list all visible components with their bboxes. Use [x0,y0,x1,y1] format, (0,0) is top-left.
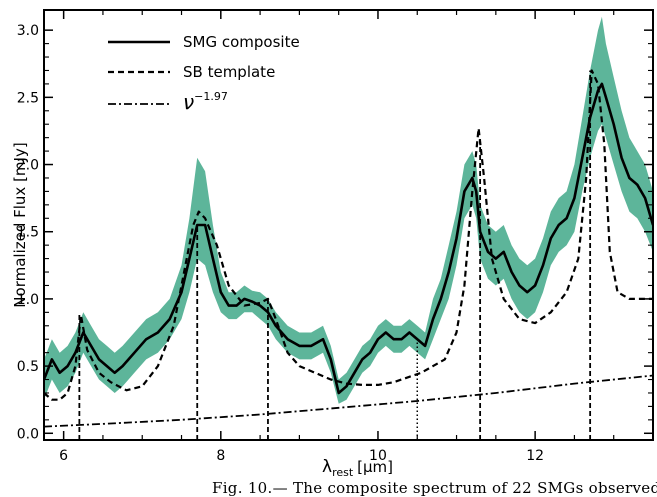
x-tick-label: 12 [526,448,544,464]
x-tick-label: 6 [59,448,68,464]
plot-frame [43,9,654,441]
y-tick-label: 0.5 [17,359,39,375]
composite-uncertainty-band [44,16,653,404]
legend-power-law-base: ν [183,90,194,114]
x-axis-title-main: λ [322,457,332,477]
y-tick-label: 2.5 [17,90,39,106]
figure-caption: Fig. 10.— The composite spectrum of 22 S… [212,479,657,497]
x-tick-label: 10 [369,448,387,464]
x-axis-title-unit: [μm] [357,458,393,476]
series-line-solid [44,82,653,395]
x-tick-label: 8 [216,448,225,464]
y-axis-title: Normalized Flux [mJy] [11,142,29,307]
legend-power-law-exponent: −1.97 [194,90,228,103]
feature-line-markers [78,70,592,440]
y-tick-label: 1.5 [17,225,39,241]
y-tick-label: 2.0 [17,158,39,174]
series-line-dashdot [44,374,653,428]
legend-label-smg-composite: SMG composite [183,33,300,51]
legend: SMG composite SB template ν−1.97 [108,33,300,114]
y-tick-label: 1.0 [17,292,39,308]
x-axis-title: λrest [μm] [322,457,393,479]
legend-label-power-law: ν−1.97 [183,90,228,114]
x-axis-title-sub: rest [332,466,354,479]
series-line-dashed [44,69,653,401]
series-layer [44,69,653,428]
y-tick-label: 0.0 [17,426,39,442]
axis-ticks: 6 8 10 12 0.0 0.5 1.0 1.5 2.0 2.5 3.0 [17,10,654,464]
legend-label-sb-template: SB template [183,63,275,81]
y-tick-label: 3.0 [17,23,39,39]
